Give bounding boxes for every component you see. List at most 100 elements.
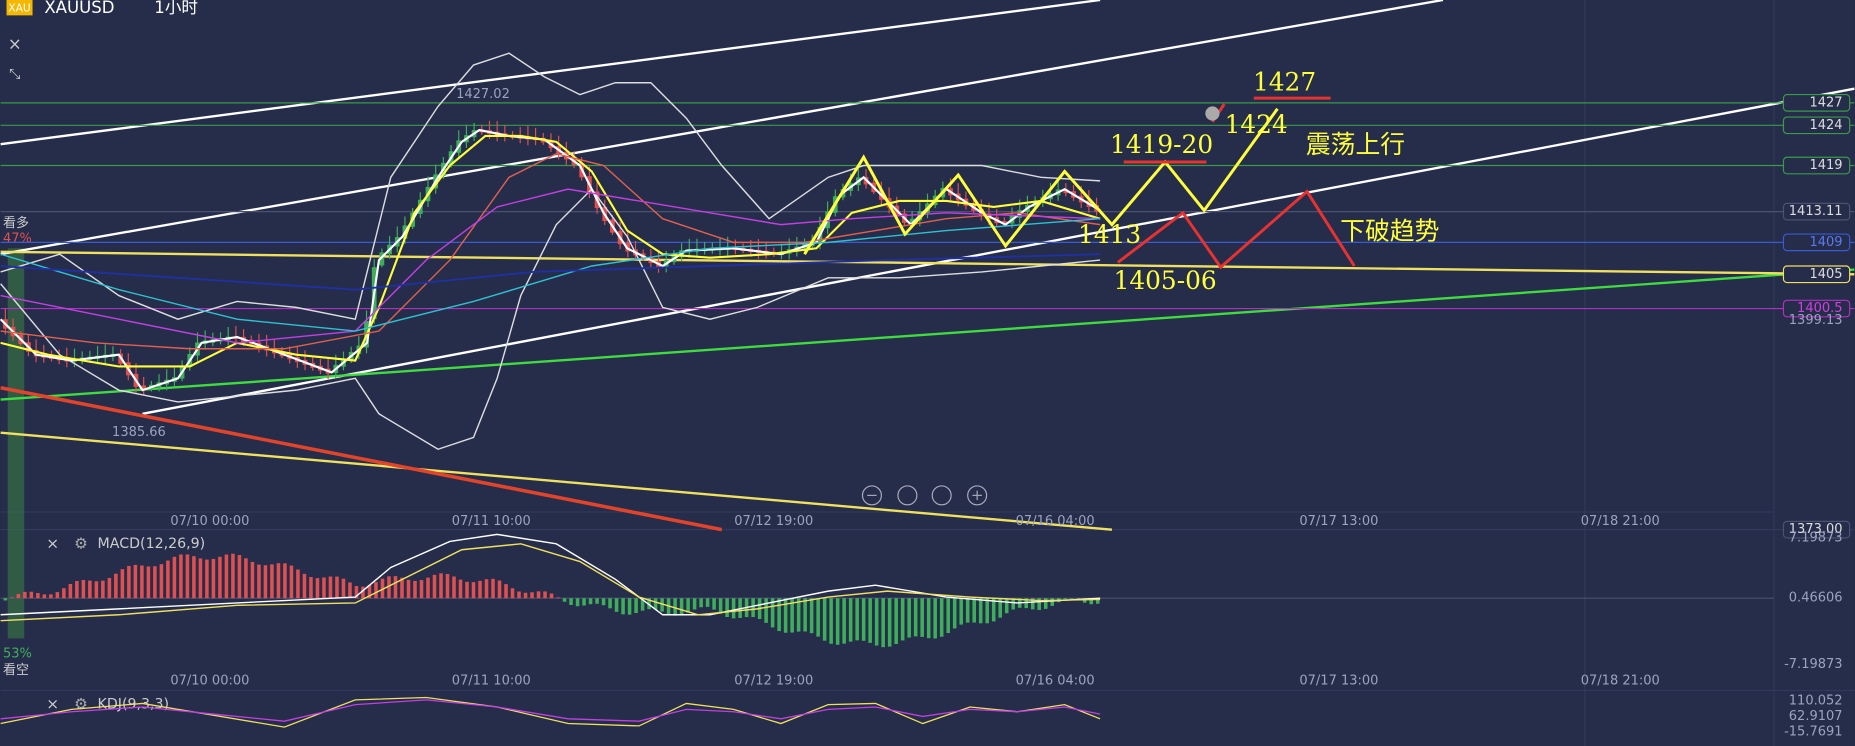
kdj-axis-label: -15.7691 — [1784, 724, 1842, 739]
macd-bar — [543, 591, 547, 599]
macd-bar — [289, 565, 294, 599]
macd-axis-label: -7.19873 — [1784, 657, 1842, 672]
expand-button[interactable]: ⤡ — [9, 66, 20, 82]
macd-bar — [536, 591, 541, 599]
time-label: 07/17 13:00 — [1299, 514, 1378, 529]
close-button[interactable]: × — [8, 34, 22, 53]
macd-bar — [419, 580, 424, 599]
macd-bar — [81, 580, 86, 599]
macd-bar — [211, 558, 216, 599]
macd-bar — [166, 560, 170, 599]
macd-lines — [0, 533, 1101, 622]
close-macd[interactable]: × — [46, 534, 59, 552]
go-start[interactable] — [897, 485, 918, 506]
macd-bar — [478, 580, 482, 599]
macd-bar — [471, 582, 476, 599]
macd-bar — [614, 598, 619, 612]
macd-bar — [978, 598, 983, 624]
macd-bar — [517, 591, 521, 599]
close-kdj[interactable]: × — [46, 695, 59, 713]
macd-bar — [393, 576, 398, 599]
macd-bar — [972, 598, 976, 623]
drawings — [0, 0, 1855, 532]
bear-pct: 53% — [3, 646, 32, 661]
macd-bar — [868, 598, 872, 643]
settings-macd[interactable]: ⚙ — [74, 534, 88, 552]
macd-bar — [1004, 598, 1009, 614]
macd-bar — [965, 598, 970, 623]
macd-bar — [1063, 598, 1068, 600]
macd-bar — [926, 598, 931, 639]
macd-bar — [426, 577, 430, 599]
macd-bar — [718, 598, 723, 614]
macd-bar — [361, 586, 365, 599]
macd-bar — [874, 598, 879, 646]
macd-bar — [458, 579, 463, 599]
macd-label: MACD(12,26,9) — [98, 536, 206, 552]
macd-bar — [296, 569, 300, 599]
macd-bar — [939, 598, 944, 637]
macd-bar — [881, 598, 885, 648]
price-label: 1424 — [1809, 118, 1842, 133]
macd-bar — [705, 598, 710, 607]
annotation: 1419-20 — [1110, 130, 1213, 159]
price-label: 1399.13 — [1789, 313, 1843, 328]
macd-bar — [29, 591, 34, 599]
macd-bar — [257, 564, 261, 599]
macd-bar — [491, 578, 495, 599]
macd-bar — [569, 598, 573, 606]
price-tag — [1782, 233, 1851, 252]
macd-bar — [380, 578, 385, 599]
indicators — [0, 52, 1101, 451]
macd-bar — [276, 563, 281, 599]
price-tag — [1782, 93, 1851, 112]
macd-bar — [556, 597, 560, 599]
macd-bar — [55, 592, 60, 599]
macd-bar — [387, 576, 391, 599]
macd-bar — [764, 598, 768, 623]
macd-bar — [1043, 598, 1048, 609]
macd-bar — [133, 564, 138, 599]
low-mark: 1385.66 — [112, 425, 166, 440]
macd-bar — [75, 581, 79, 599]
info-icon[interactable] — [1205, 106, 1220, 121]
zoom-out[interactable] — [861, 485, 882, 506]
macd-bar — [803, 598, 807, 632]
macd-bar — [192, 556, 196, 599]
interval[interactable]: 1小时 — [154, 0, 198, 17]
macd-bar — [1095, 598, 1100, 604]
macd-bar — [582, 598, 586, 606]
time-label: 07/10 00:00 — [170, 673, 249, 688]
macd-bar — [627, 598, 632, 615]
candle-body — [379, 252, 385, 266]
macd-bar — [751, 598, 755, 618]
candle-body — [625, 242, 631, 252]
macd-bar — [595, 598, 599, 604]
macd-bar — [816, 598, 820, 637]
macd-bar — [341, 578, 346, 599]
bear-label: 看空 — [3, 662, 29, 678]
macd-bar — [1024, 598, 1028, 609]
symbol[interactable]: XAUUSD — [44, 0, 114, 17]
price-tag — [1782, 116, 1851, 135]
macd-bar — [985, 598, 989, 624]
macd-bar — [920, 598, 924, 637]
macd-bar — [523, 592, 528, 599]
time-label: 07/10 00:00 — [170, 514, 249, 529]
time-label: 07/12 19:00 — [734, 673, 813, 688]
zoom-in[interactable] — [967, 485, 988, 506]
macd-bar — [302, 573, 307, 599]
macd-bar — [653, 598, 658, 610]
go-end[interactable] — [931, 485, 952, 506]
macd-bar — [244, 558, 248, 599]
macd-bar — [185, 554, 190, 599]
annotation: 1405-06 — [1114, 266, 1217, 295]
macd-bar — [205, 559, 209, 599]
macd-bar — [101, 580, 105, 599]
macd-bar — [848, 598, 853, 642]
macd-histogram — [3, 553, 1100, 648]
macd-bar — [107, 577, 112, 599]
macd-bar — [679, 598, 684, 616]
macd-bar — [348, 582, 352, 599]
